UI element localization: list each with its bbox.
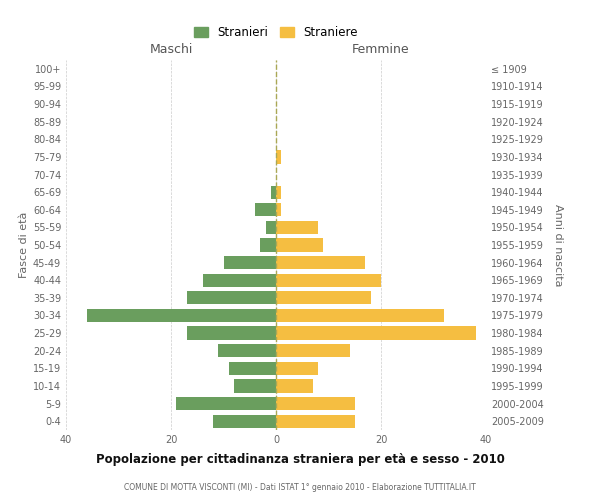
Bar — [276, 397, 355, 410]
Bar — [260, 238, 276, 252]
Text: Femmine: Femmine — [352, 44, 410, 57]
Bar — [203, 274, 276, 287]
Bar — [87, 309, 276, 322]
Bar — [276, 221, 318, 234]
Bar — [276, 414, 355, 428]
Bar — [271, 186, 276, 198]
Text: COMUNE DI MOTTA VISCONTI (MI) - Dati ISTAT 1° gennaio 2010 - Elaborazione TUTTIT: COMUNE DI MOTTA VISCONTI (MI) - Dati IST… — [124, 484, 476, 492]
Bar — [234, 380, 276, 392]
Bar — [276, 274, 381, 287]
Text: Maschi: Maschi — [149, 44, 193, 57]
Bar — [187, 291, 276, 304]
Bar — [276, 362, 318, 375]
Bar — [255, 203, 276, 216]
Y-axis label: Fasce di età: Fasce di età — [19, 212, 29, 278]
Bar — [276, 238, 323, 252]
Bar — [218, 344, 276, 358]
Bar — [176, 397, 276, 410]
Bar — [276, 380, 313, 392]
Bar — [213, 414, 276, 428]
Bar — [276, 150, 281, 164]
Bar — [276, 256, 365, 269]
Bar — [276, 344, 349, 358]
Bar — [276, 309, 444, 322]
Bar — [187, 326, 276, 340]
Bar — [276, 203, 281, 216]
Bar — [276, 326, 476, 340]
Y-axis label: Anni di nascita: Anni di nascita — [553, 204, 563, 286]
Text: Popolazione per cittadinanza straniera per età e sesso - 2010: Popolazione per cittadinanza straniera p… — [95, 453, 505, 466]
Bar — [276, 186, 281, 198]
Bar — [265, 221, 276, 234]
Legend: Stranieri, Straniere: Stranieri, Straniere — [189, 22, 363, 44]
Bar — [276, 291, 371, 304]
Bar — [229, 362, 276, 375]
Bar — [223, 256, 276, 269]
